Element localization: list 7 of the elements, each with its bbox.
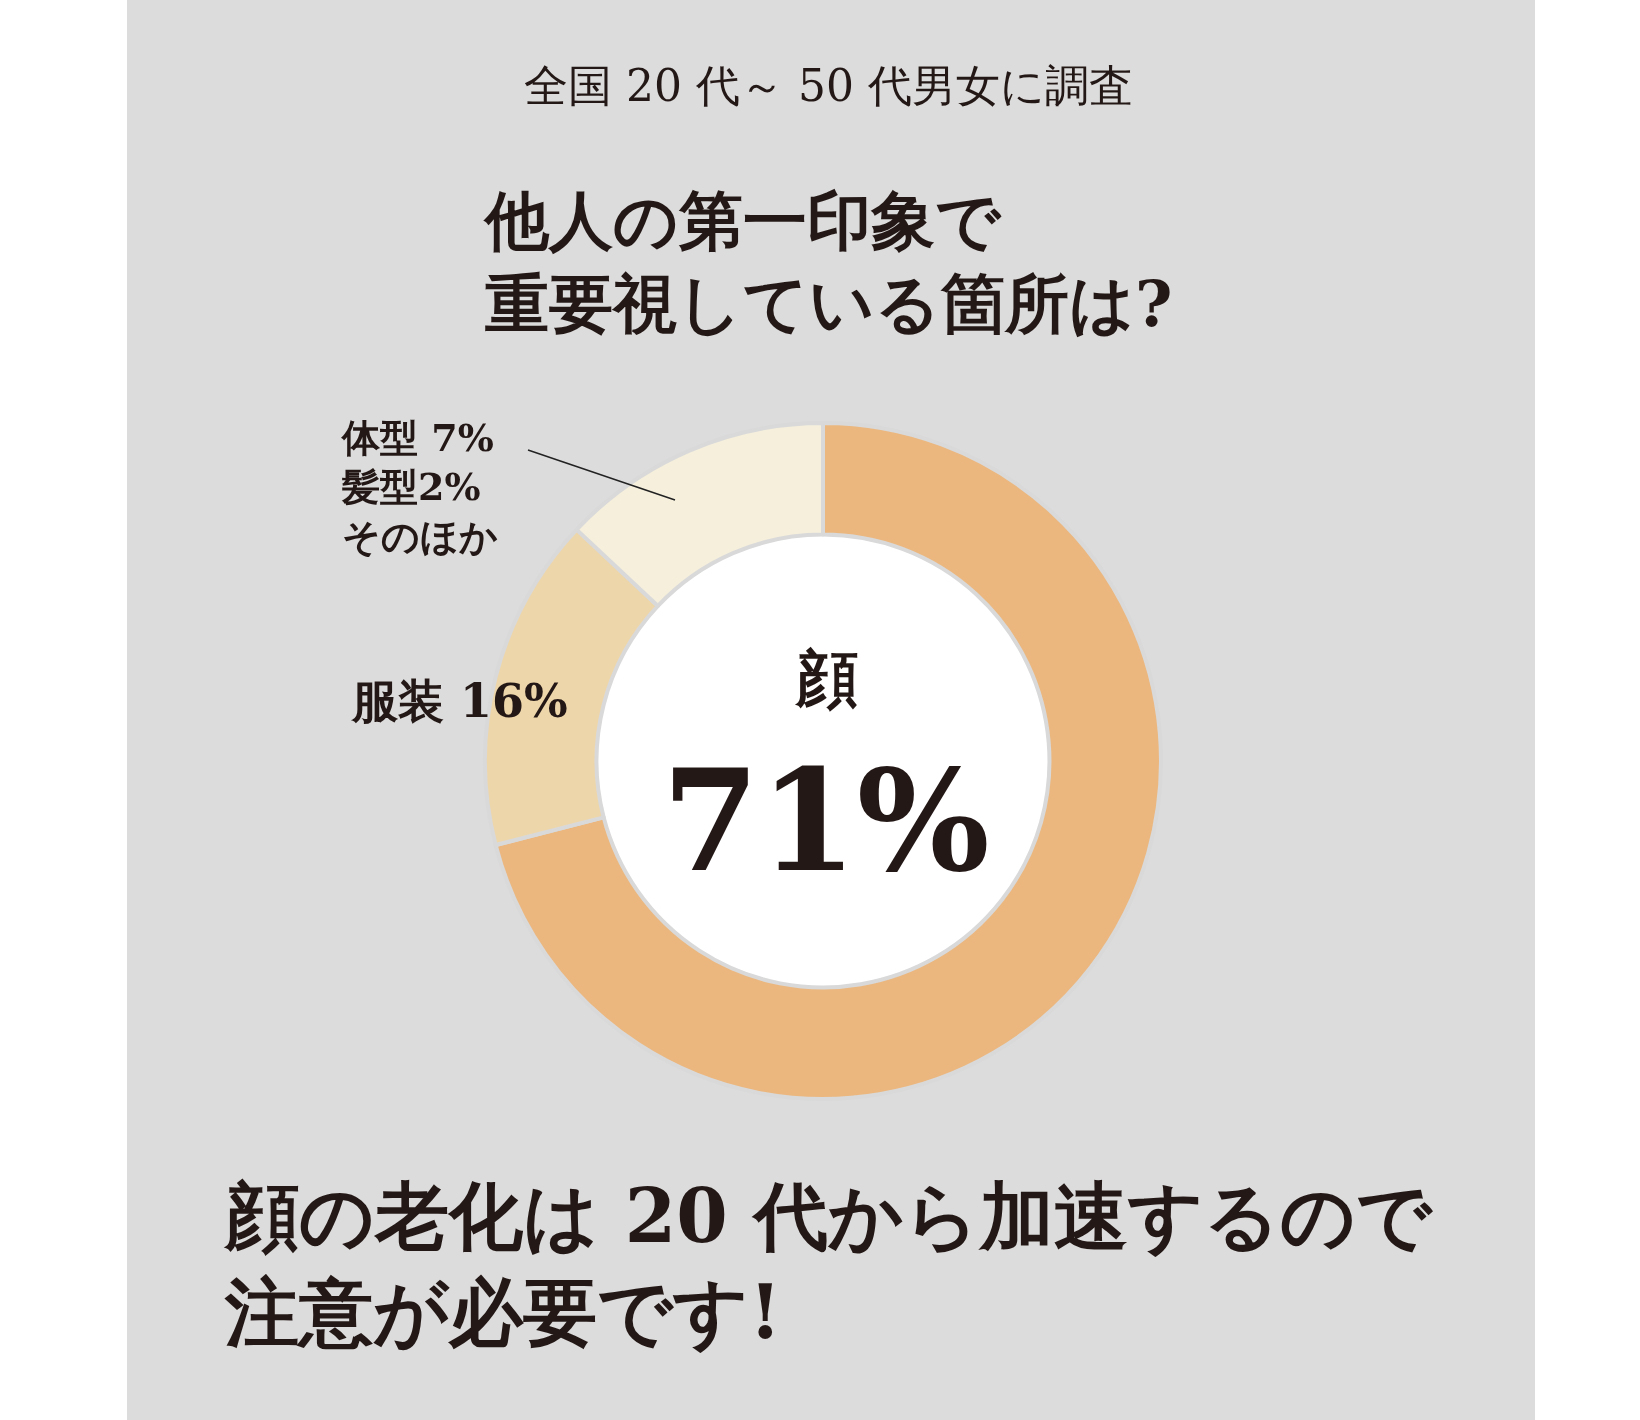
- data-label: 71%: [662, 739, 990, 903]
- slice-label: 体型 7% 髪型2% そのほか: [340, 415, 498, 559]
- slice-label: 服装 16%: [350, 674, 568, 728]
- chart-title: 他人の第一印象で重要視している箇所は?: [483, 183, 1173, 342]
- chart-subtitle: 全国 20 代～ 50 代男女に調査: [524, 60, 1133, 111]
- slice-label: 顔: [794, 642, 858, 715]
- text: 顔の老化は 20 代から加速するので注意が必要です!: [223, 1173, 1433, 1356]
